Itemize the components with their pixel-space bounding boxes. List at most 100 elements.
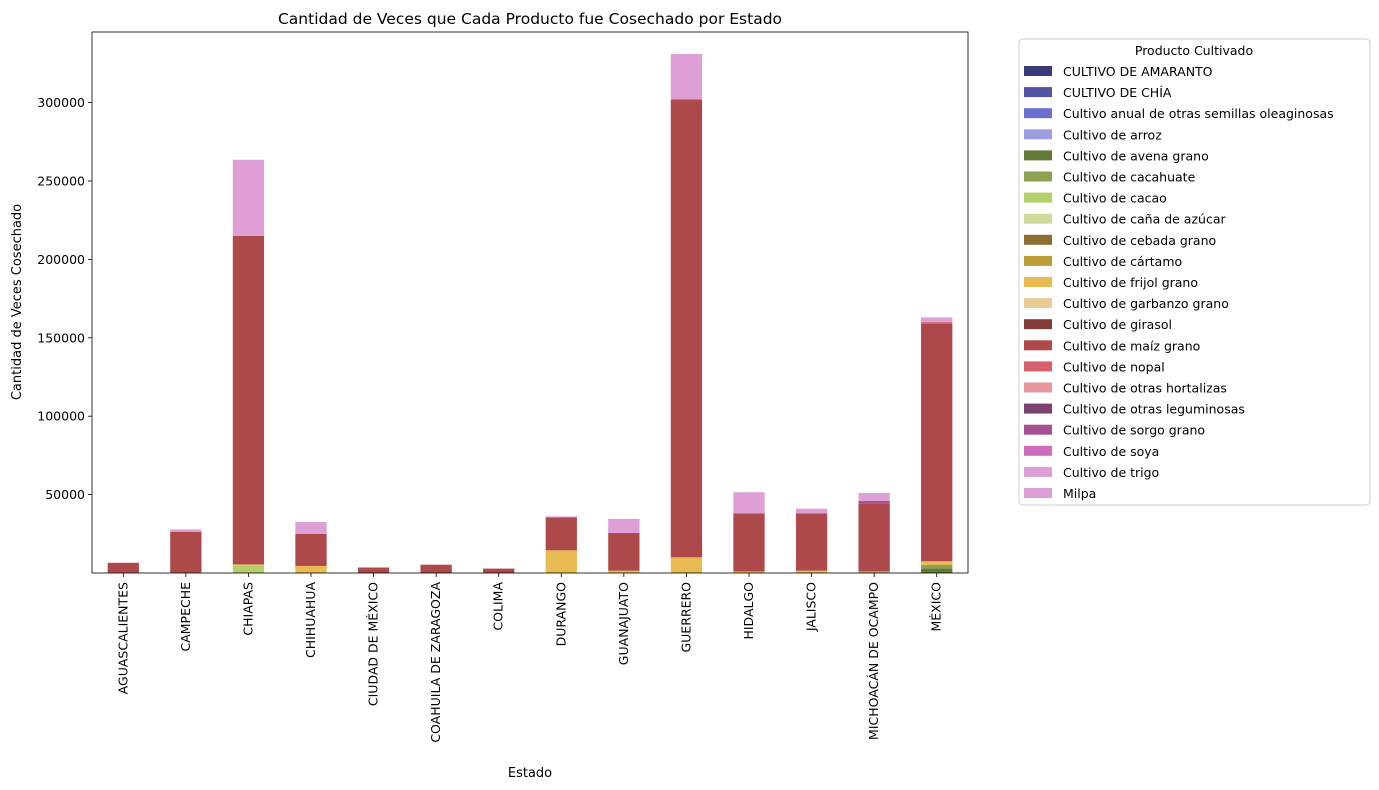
bar-segment — [921, 323, 953, 562]
x-tick-label: COAHUILA DE ZARAGOZA — [428, 582, 443, 743]
bar-segment — [921, 568, 953, 573]
bar-segment — [545, 550, 577, 573]
bar-segment — [545, 517, 577, 551]
legend-swatch — [1024, 108, 1052, 119]
x-tick-label: MÉXICO — [929, 582, 944, 632]
legend-swatch — [1024, 340, 1052, 351]
legend-swatch — [1024, 66, 1052, 76]
plot-frame — [91, 31, 969, 574]
legend-swatch — [1024, 234, 1052, 245]
y-tick-label: 200000 — [37, 252, 85, 267]
y-tick-label: 250000 — [37, 173, 85, 188]
legend-label: Cultivo de arroz — [1063, 127, 1162, 142]
bar-segment — [795, 508, 828, 514]
legend-label: CULTIVO DE AMARANTO — [1063, 64, 1213, 79]
legend-label: Cultivo de cacao — [1063, 191, 1167, 206]
legend-frame — [1018, 38, 1371, 506]
bar-segment — [420, 564, 452, 573]
legend-swatch — [1024, 298, 1052, 309]
x-tick-label: AGUASCALIENTES — [115, 582, 130, 694]
legend-label: Cultivo de soya — [1063, 444, 1159, 459]
legend-swatch — [1024, 277, 1052, 287]
legend-swatch — [1024, 361, 1052, 372]
bar-segment — [170, 529, 202, 532]
x-tick-label: COLIMA — [491, 582, 506, 631]
bar-segment — [670, 557, 703, 573]
bar-segment — [357, 567, 390, 573]
bar-segment — [295, 565, 327, 573]
plot-area: AGUASCALIENTES CAMPECHE CHIAPAS CHIHUAHUA CI… — [37, 31, 969, 743]
legend: Producto Cultivado CULTIVO DE AMARANTO CU… — [1018, 38, 1371, 506]
y-tick-label: 50000 — [45, 487, 85, 502]
legend-label: Cultivo de frijol grano — [1063, 275, 1198, 290]
legend-swatch — [1024, 171, 1052, 182]
legend-label: Cultivo de garbanzo grano — [1063, 296, 1229, 311]
bar-segment — [608, 533, 640, 571]
bar-segment — [232, 235, 265, 565]
legend-swatch — [1024, 466, 1052, 477]
bar-segment — [670, 53, 703, 100]
y-tick-label: 300000 — [37, 95, 85, 110]
legend-label: Cultivo de cebada grano — [1063, 233, 1216, 248]
legend-label: Cultivo de cártamo — [1063, 254, 1182, 269]
bar-segment — [232, 159, 265, 236]
legend-label: Cultivo de caña de azúcar — [1063, 212, 1226, 227]
legend-label: Cultivo anual de otras semillas oleagino… — [1063, 106, 1334, 121]
bar-segment — [733, 492, 765, 514]
legend-title: Producto Cultivado — [1135, 43, 1253, 58]
x-tick-label: HIDALGO — [741, 582, 756, 640]
bar-segment — [483, 568, 515, 573]
x-tick-label: JALISCO — [804, 582, 819, 632]
bar-segment — [295, 522, 327, 534]
legend-swatch — [1024, 445, 1052, 456]
x-tick-label: MICHOACÁN DE OCAMPO — [866, 582, 881, 740]
bar-segment — [795, 513, 828, 571]
legend-label: Cultivo de otras hortalizas — [1063, 381, 1227, 396]
x-tick-label: CIUDAD DE MÉXICO — [366, 582, 381, 706]
y-tick-label: 100000 — [37, 409, 85, 424]
legend-swatch — [1024, 213, 1052, 224]
bar-segment — [545, 516, 577, 518]
x-tick-label: DURANGO — [553, 582, 568, 647]
bar-segment — [295, 533, 327, 566]
legend-swatch — [1024, 129, 1052, 140]
x-tick-label: CHIAPAS — [240, 582, 255, 636]
legend-label: Cultivo de nopal — [1063, 359, 1165, 374]
legend-label: Cultivo de trigo — [1063, 465, 1159, 480]
x-tick-label: CHIHUAHUA — [303, 582, 318, 658]
chart-title: Cantidad de Veces que Cada Producto fue … — [278, 10, 782, 28]
legend-label: Cultivo de otras leguminosas — [1063, 402, 1245, 417]
legend-label: Cultivo de maíz grano — [1063, 338, 1200, 353]
bar-segment — [608, 570, 640, 573]
x-tick-label: CAMPECHE — [178, 582, 193, 652]
legend-label: Cultivo de cacahuate — [1063, 170, 1196, 185]
y-axis-label: Cantidad de Veces Cosechado — [10, 204, 25, 400]
y-tick-label: 150000 — [37, 330, 85, 345]
legend-swatch — [1024, 403, 1052, 414]
bar-segment — [232, 565, 265, 573]
bar-segment — [858, 503, 890, 572]
bar-segment — [170, 531, 202, 573]
bar-segment — [733, 571, 765, 573]
x-axis-label: Estado — [508, 766, 552, 781]
legend-label: Milpa — [1063, 486, 1096, 501]
bar-segment — [858, 571, 890, 573]
bar-segment — [921, 322, 953, 324]
bar-segment — [232, 564, 265, 566]
bar-segment — [858, 500, 890, 504]
bar-segment — [921, 565, 953, 569]
bar-segment — [921, 561, 953, 566]
bar-segment — [670, 99, 703, 558]
bar-segment — [921, 317, 953, 323]
bar-segment — [921, 565, 953, 566]
legend-swatch — [1024, 87, 1052, 98]
legend-swatch — [1024, 192, 1052, 203]
legend-swatch — [1024, 488, 1052, 498]
bar-segment — [733, 513, 765, 572]
legend-swatch — [1024, 255, 1052, 266]
x-tick-label: GUANAJUATO — [616, 582, 631, 665]
bar-segment — [858, 493, 890, 501]
x-tick-label: GUERRERO — [678, 582, 693, 653]
